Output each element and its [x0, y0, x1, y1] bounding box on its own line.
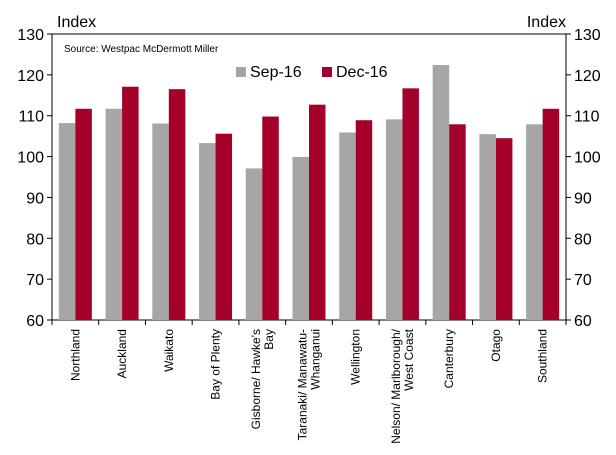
bar-sep-16: [152, 123, 169, 320]
y-tick-label-right: 80: [574, 231, 592, 248]
y-tick-label-right: 70: [574, 272, 592, 289]
bar-sep-16: [105, 108, 123, 320]
x-category-label: Bay: [262, 329, 276, 350]
plot-area: 60 60 70 70 80 80 90 90 100 100 110 110 120 120 130 130…: [17, 27, 601, 444]
x-category-label: Waikato: [162, 329, 176, 372]
bar-sep-16: [479, 134, 496, 320]
bar-dec-16: [75, 108, 92, 320]
bar-dec-16: [309, 104, 326, 320]
bar-sep-16: [339, 132, 356, 320]
bar-sep-16: [245, 168, 263, 320]
bar-sep-16: [58, 123, 76, 320]
legend-swatch: [322, 67, 332, 77]
x-category-label: West Coast: [402, 328, 416, 390]
source-note: Source: Westpac McDermott Miller: [64, 44, 219, 55]
y-tick-label-left: 80: [26, 231, 44, 248]
bar-dec-16: [449, 124, 466, 321]
x-category-label: Canterbury: [442, 329, 456, 388]
y-tick-label-left: 60: [26, 313, 44, 330]
y-axis-label-left: Index: [57, 14, 96, 31]
x-category-label: Nelson/ Marlborough/: [389, 328, 403, 443]
bar-sep-16: [292, 156, 309, 320]
y-tick-label-right: 90: [574, 190, 592, 207]
bar-dec-16: [542, 108, 560, 320]
bar-dec-16: [402, 88, 419, 320]
x-category-label: Auckland: [115, 329, 129, 378]
legend-swatch: [236, 67, 246, 77]
y-tick-label-right: 100: [574, 150, 601, 167]
y-tick-label-right: 60: [574, 313, 592, 330]
x-category-label: Otago: [489, 329, 503, 362]
bar-sep-16: [526, 124, 543, 321]
legend-label: Sep-16: [250, 64, 302, 81]
legend: Sep-16 Dec-16: [236, 64, 388, 81]
bar-dec-16: [495, 138, 513, 320]
y-tick-label-left: 100: [17, 150, 44, 167]
y-tick-label-left: 90: [26, 190, 44, 207]
x-category-label: Southland: [536, 329, 550, 383]
x-category-label: Northland: [68, 329, 82, 381]
y-tick-label-right: 130: [574, 27, 601, 44]
bar-dec-16: [355, 120, 373, 320]
bar-sep-16: [432, 65, 450, 321]
legend-label: Dec-16: [336, 64, 388, 81]
x-category-label: Bay of Plenty: [209, 329, 223, 400]
x-category-label: Wellington: [349, 329, 363, 385]
y-tick-label-left: 70: [26, 272, 44, 289]
x-category-label: Whanganui: [309, 329, 323, 390]
bar-sep-16: [385, 119, 403, 321]
y-tick-label-left: 110: [18, 109, 44, 126]
bar-dec-16: [168, 89, 186, 321]
bar-dec-16: [215, 133, 233, 320]
bar-dec-16: [122, 86, 139, 320]
bar-sep-16: [199, 143, 216, 320]
y-axis-label-right: Index: [527, 14, 566, 31]
bar-dec-16: [262, 116, 279, 320]
x-category-label: Gisborne/ Hawke's: [249, 329, 263, 429]
y-tick-label-right: 120: [574, 68, 601, 85]
y-tick-label-left: 130: [17, 27, 44, 44]
y-tick-label-left: 120: [17, 68, 44, 85]
x-category-label: Taranaki/ Manawatu-: [296, 329, 310, 440]
y-tick-label-right: 110: [574, 109, 600, 126]
